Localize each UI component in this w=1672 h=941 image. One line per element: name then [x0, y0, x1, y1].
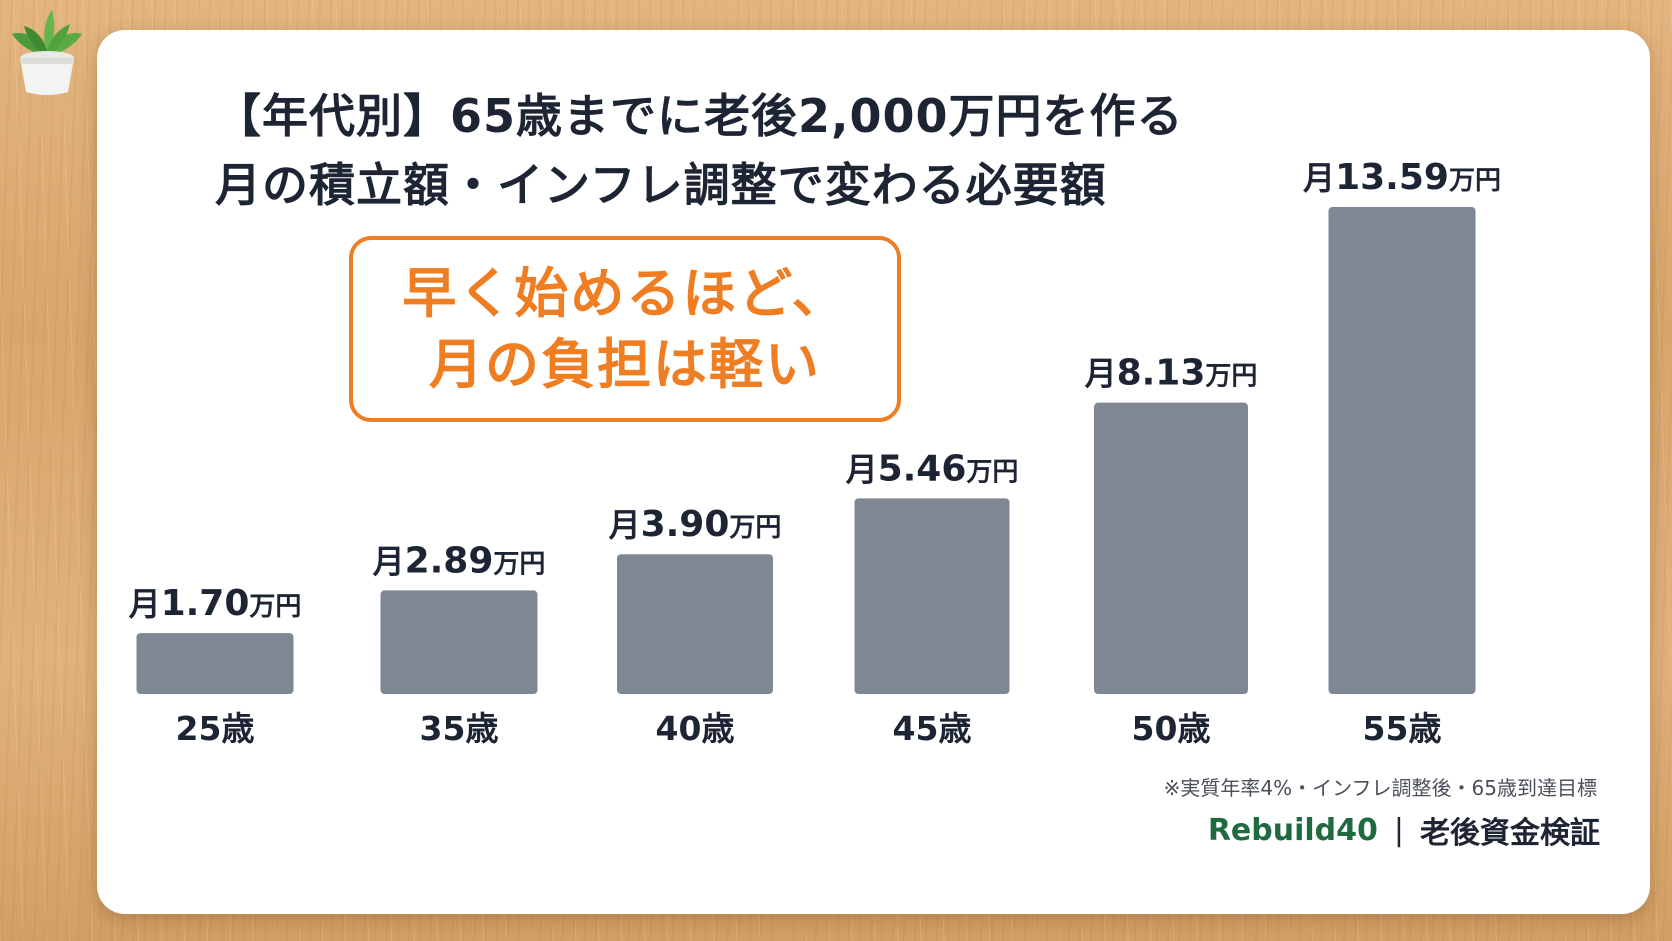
x-tick-label-4: 45歳 [893, 709, 972, 748]
bar-value-label-5: 月8.13万円 [1085, 353, 1258, 394]
bar-6 [1328, 207, 1476, 694]
bar-value-number: 3.90 [641, 504, 730, 545]
brand-footer: Rebuild40 | 老後資金検証 [1208, 808, 1600, 852]
callout-line-2: 月の負担は軽い [429, 333, 821, 396]
bar-value-unit: 万円 [1205, 362, 1257, 392]
bar-value-prefix: 月 [129, 585, 161, 623]
bar-5 [1094, 402, 1248, 694]
bar-value-prefix: 月 [846, 450, 878, 488]
chart-title-line-1: 【年代別】65歳までに老後2,000万円を作る [215, 89, 1184, 143]
bar-4 [854, 498, 1010, 694]
bar-value-prefix: 月 [1085, 355, 1117, 393]
chart-card: 【年代別】65歳までに老後2,000万円を作る 月の積立額・インフレ調整で変わる… [97, 30, 1650, 914]
chart-title-line-2: 月の積立額・インフレ調整で変わる必要額 [215, 158, 1107, 212]
bar-value-unit: 万円 [493, 549, 545, 579]
bar-value-prefix: 月 [609, 506, 641, 544]
bar-value-unit: 万円 [966, 457, 1018, 487]
bar-value-label-2: 月2.89万円 [373, 540, 546, 581]
brand-subtitle: 老後資金検証 [1420, 816, 1600, 851]
bar-2 [380, 590, 538, 694]
bar-value-number: 8.13 [1117, 353, 1206, 394]
highlight-callout: 早く始めるほど、 月の負担は軽い [349, 236, 901, 422]
x-tick-label-1: 25歳 [176, 709, 255, 748]
bar-value-unit: 万円 [729, 513, 781, 543]
bar-value-prefix: 月 [373, 542, 405, 580]
bar-value-number: 13.59 [1335, 157, 1449, 198]
bar-value-label-4: 月5.46万円 [846, 448, 1019, 489]
brand-name: Rebuild40 [1207, 812, 1378, 848]
footnote: ※実質年率4%・インフレ調整後・65歳到達目標 [1163, 776, 1597, 800]
bar-value-label-1: 月1.70万円 [129, 583, 302, 624]
bar-chart: 月1.70万円25歳月2.89万円35歳月3.90万円40歳月5.46万円45歳… [129, 157, 1501, 748]
bar-value-prefix: 月 [1303, 159, 1335, 197]
x-tick-label-2: 35歳 [420, 709, 499, 748]
bar-value-number: 5.46 [878, 448, 967, 489]
x-tick-label-3: 40歳 [656, 709, 735, 748]
bar-value-label-3: 月3.90万円 [609, 504, 782, 545]
x-tick-label-6: 55歳 [1363, 709, 1442, 748]
potted-plant-icon [12, 10, 82, 95]
bar-value-number: 2.89 [405, 540, 494, 581]
callout-line-1: 早く始めるほど、 [402, 261, 848, 325]
brand-separator: | [1393, 812, 1404, 848]
bar-value-unit: 万円 [1449, 166, 1501, 196]
bar-value-number: 1.70 [161, 583, 250, 624]
bar-value-label-6: 月13.59万円 [1303, 157, 1501, 198]
bar-value-unit: 万円 [249, 592, 301, 622]
bar-1 [136, 633, 294, 694]
chart-title: 【年代別】65歳までに老後2,000万円を作る 月の積立額・インフレ調整で変わる… [215, 82, 1184, 220]
bar-3 [617, 554, 773, 694]
x-tick-label-5: 50歳 [1132, 709, 1211, 748]
